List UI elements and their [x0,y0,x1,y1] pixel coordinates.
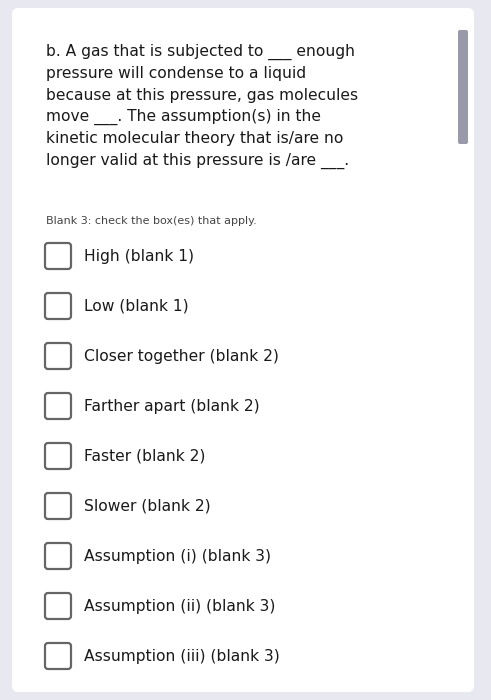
FancyBboxPatch shape [45,293,71,319]
Text: Blank 3: check the box(es) that apply.: Blank 3: check the box(es) that apply. [46,216,257,226]
Text: Low (blank 1): Low (blank 1) [84,298,189,314]
FancyBboxPatch shape [45,643,71,669]
FancyBboxPatch shape [45,343,71,369]
Text: b. A gas that is subjected to ___ enough
pressure will condense to a liquid
beca: b. A gas that is subjected to ___ enough… [46,44,358,169]
FancyBboxPatch shape [45,493,71,519]
FancyBboxPatch shape [45,593,71,619]
Text: Assumption (iii) (blank 3): Assumption (iii) (blank 3) [84,648,280,664]
FancyBboxPatch shape [45,393,71,419]
FancyBboxPatch shape [45,443,71,469]
Text: Assumption (ii) (blank 3): Assumption (ii) (blank 3) [84,598,275,613]
FancyBboxPatch shape [45,243,71,269]
Text: Assumption (i) (blank 3): Assumption (i) (blank 3) [84,549,271,564]
Text: Faster (blank 2): Faster (blank 2) [84,449,205,463]
Text: High (blank 1): High (blank 1) [84,248,194,263]
Text: Closer together (blank 2): Closer together (blank 2) [84,349,279,363]
Text: Slower (blank 2): Slower (blank 2) [84,498,211,514]
FancyBboxPatch shape [458,30,468,144]
Text: Farther apart (blank 2): Farther apart (blank 2) [84,398,260,414]
FancyBboxPatch shape [45,543,71,569]
FancyBboxPatch shape [12,8,474,692]
